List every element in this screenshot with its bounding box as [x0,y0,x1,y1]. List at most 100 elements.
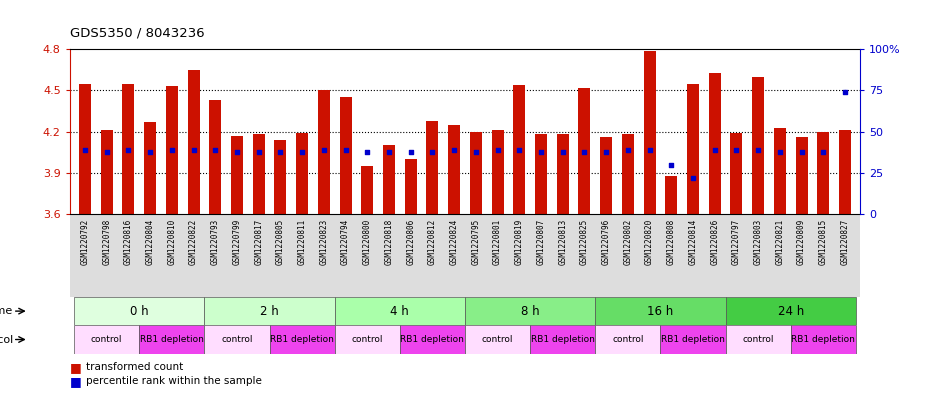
Bar [188,70,200,214]
Point [273,149,288,155]
Text: GSM1220811: GSM1220811 [298,219,307,265]
Text: GSM1220817: GSM1220817 [254,219,263,265]
Text: percentile rank within the sample: percentile rank within the sample [86,376,262,386]
Text: RB1 depletion: RB1 depletion [401,335,464,344]
Text: GSM1220821: GSM1220821 [776,219,784,265]
Text: GSM1220795: GSM1220795 [472,219,481,265]
Bar [400,325,465,354]
Text: GSM1220822: GSM1220822 [189,219,198,265]
Point [469,149,484,155]
Text: GSM1220813: GSM1220813 [558,219,567,265]
Text: GSM1220793: GSM1220793 [211,219,219,265]
Bar [535,134,547,214]
Text: transformed count: transformed count [86,362,184,373]
Point [534,149,549,155]
Text: GSM1220794: GSM1220794 [341,219,350,265]
Text: GSM1220815: GSM1220815 [818,219,828,265]
Text: GDS5350 / 8043236: GDS5350 / 8043236 [70,26,205,39]
Text: GSM1220825: GSM1220825 [580,219,589,265]
Bar [465,297,595,325]
Text: GSM1220827: GSM1220827 [841,219,849,265]
Text: GSM1220801: GSM1220801 [493,219,502,265]
Bar [144,122,156,214]
Text: GSM1220803: GSM1220803 [753,219,763,265]
Bar [274,140,286,214]
Point [251,149,266,155]
Bar [796,137,807,214]
Text: GSM1220808: GSM1220808 [667,219,676,265]
Bar [205,325,270,354]
Bar [427,121,438,214]
Text: control: control [352,335,383,344]
Bar [123,84,134,214]
Bar [74,325,140,354]
Bar [253,134,265,214]
Bar [578,88,591,214]
Point [838,89,853,95]
Text: GSM1220802: GSM1220802 [623,219,632,265]
Bar [595,297,725,325]
Text: GSM1220804: GSM1220804 [146,219,154,265]
Text: GSM1220820: GSM1220820 [645,219,654,265]
Bar [665,176,677,214]
Bar [839,130,851,214]
Text: ■: ■ [70,375,82,388]
Point [425,149,440,155]
Text: control: control [482,335,513,344]
Point [751,147,765,153]
Bar [660,325,725,354]
Bar [600,137,612,214]
Point [577,149,591,155]
Bar [557,134,569,214]
Bar [205,297,335,325]
Text: time: time [0,306,13,316]
Point [816,149,830,155]
Text: GSM1220809: GSM1220809 [797,219,806,265]
Point [360,149,375,155]
Text: GSM1220823: GSM1220823 [319,219,328,265]
Text: GSM1220792: GSM1220792 [81,219,89,265]
Text: 2 h: 2 h [260,305,279,318]
Point [642,147,657,153]
Text: GSM1220824: GSM1220824 [449,219,458,265]
Text: GSM1220819: GSM1220819 [515,219,524,265]
Point [339,147,353,153]
Text: GSM1220799: GSM1220799 [232,219,242,265]
Point [685,175,700,181]
Bar [709,73,721,214]
Text: GSM1220805: GSM1220805 [276,219,285,265]
Point [664,162,679,168]
Bar [774,128,786,214]
Point [381,149,396,155]
Point [77,147,92,153]
Text: GSM1220826: GSM1220826 [711,219,719,265]
Bar [513,85,525,214]
Text: ■: ■ [70,361,82,374]
Text: GSM1220806: GSM1220806 [406,219,415,265]
Bar [465,325,530,354]
Text: GSM1220814: GSM1220814 [688,219,698,265]
Text: control: control [91,335,123,344]
Point [555,149,570,155]
Text: RB1 depletion: RB1 depletion [791,335,856,344]
Point [207,147,222,153]
Text: GSM1220798: GSM1220798 [102,219,112,265]
Bar [687,84,699,214]
Point [512,147,526,153]
Point [599,149,614,155]
Bar [296,133,308,214]
Point [295,149,310,155]
Point [620,147,635,153]
Point [165,147,179,153]
Point [230,149,245,155]
Bar [79,84,91,214]
Text: RB1 depletion: RB1 depletion [271,335,334,344]
Text: GSM1220800: GSM1220800 [363,219,372,265]
Text: control: control [221,335,253,344]
Bar [470,132,482,214]
Bar [166,86,178,214]
Bar [730,133,742,214]
Bar [231,136,243,214]
Text: GSM1220797: GSM1220797 [732,219,741,265]
Text: RB1 depletion: RB1 depletion [661,335,725,344]
